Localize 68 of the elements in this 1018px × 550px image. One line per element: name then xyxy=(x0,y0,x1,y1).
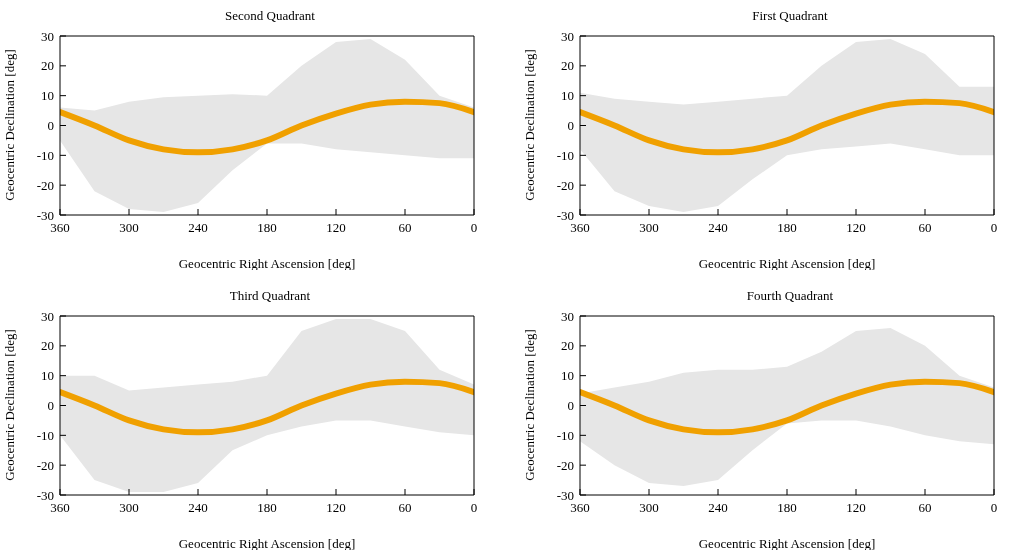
x-tick-label: 360 xyxy=(570,220,590,236)
y-axis-title: Geocentric Declination [deg] xyxy=(522,329,538,481)
x-tick-label: 0 xyxy=(470,500,478,516)
y-tick-label: -10 xyxy=(556,147,574,163)
x-tick-label: 360 xyxy=(50,220,70,236)
chart-title: Second Quadrant xyxy=(224,8,316,24)
y-tick-label: 30 xyxy=(561,308,574,324)
chart-title: First Quadrant xyxy=(751,8,829,24)
y-tick-label: -30 xyxy=(556,487,574,503)
x-tick-label: 240 xyxy=(188,220,208,236)
y-tick-label: -20 xyxy=(556,177,574,193)
y-tick-label: -10 xyxy=(36,147,54,163)
x-tick-label: 0 xyxy=(990,220,998,236)
y-tick-label: -30 xyxy=(36,207,54,223)
y-tick-label: 0 xyxy=(47,118,54,134)
y-tick-label: -30 xyxy=(556,207,574,223)
x-tick-label: 300 xyxy=(119,500,139,516)
y-axis-title: Geocentric Declination [deg] xyxy=(2,329,18,481)
y-tick-label: 10 xyxy=(41,368,54,384)
x-tick-label: 60 xyxy=(398,220,412,236)
y-tick-label: 30 xyxy=(41,308,54,324)
y-tick-label: -10 xyxy=(556,427,574,443)
x-axis-title: Geocentric Right Ascension [deg] xyxy=(698,256,876,271)
y-tick-label: -30 xyxy=(36,487,54,503)
y-tick-label: 20 xyxy=(561,338,574,354)
y-tick-label: 10 xyxy=(561,88,574,104)
y-tick-label: 10 xyxy=(561,368,574,384)
y-tick-label: 30 xyxy=(561,28,574,44)
y-tick-label: 10 xyxy=(41,88,54,104)
y-tick-label: -20 xyxy=(36,457,54,473)
y-tick-label: 0 xyxy=(567,398,574,414)
x-tick-label: 120 xyxy=(326,220,346,236)
x-tick-label: 240 xyxy=(188,500,208,516)
x-tick-label: 360 xyxy=(50,500,70,516)
x-axis-title: Geocentric Right Ascension [deg] xyxy=(178,256,356,271)
chart-title: Fourth Quadrant xyxy=(745,288,835,304)
x-tick-label: 60 xyxy=(918,500,932,516)
y-axis-title: Geocentric Declination [deg] xyxy=(522,49,538,201)
x-tick-label: 120 xyxy=(846,220,866,236)
x-tick-label: 120 xyxy=(326,500,346,516)
y-tick-label: 20 xyxy=(41,338,54,354)
chart-title: Third Quadrant xyxy=(228,288,312,304)
x-tick-label: 180 xyxy=(777,220,797,236)
x-tick-label: 60 xyxy=(398,500,412,516)
y-tick-label: 0 xyxy=(567,118,574,134)
y-tick-label: 20 xyxy=(41,58,54,74)
x-tick-label: 180 xyxy=(257,220,277,236)
x-tick-label: 360 xyxy=(570,500,590,516)
y-tick-label: -10 xyxy=(36,427,54,443)
y-tick-label: 30 xyxy=(41,28,54,44)
y-tick-label: -20 xyxy=(556,457,574,473)
x-axis-title: Geocentric Right Ascension [deg] xyxy=(698,536,876,550)
x-tick-label: 300 xyxy=(639,220,659,236)
y-tick-label: 0 xyxy=(47,398,54,414)
x-tick-label: 180 xyxy=(777,500,797,516)
x-tick-label: 240 xyxy=(708,500,728,516)
x-tick-label: 60 xyxy=(918,220,932,236)
x-tick-label: 120 xyxy=(846,500,866,516)
y-tick-label: -20 xyxy=(36,177,54,193)
y-axis-title: Geocentric Declination [deg] xyxy=(2,49,18,201)
y-tick-label: 20 xyxy=(561,58,574,74)
x-tick-label: 240 xyxy=(708,220,728,236)
x-axis-title: Geocentric Right Ascension [deg] xyxy=(178,536,356,550)
x-tick-label: 300 xyxy=(119,220,139,236)
x-tick-label: 300 xyxy=(639,500,659,516)
x-tick-label: 0 xyxy=(470,220,478,236)
x-tick-label: 180 xyxy=(257,500,277,516)
x-tick-label: 0 xyxy=(990,500,998,516)
